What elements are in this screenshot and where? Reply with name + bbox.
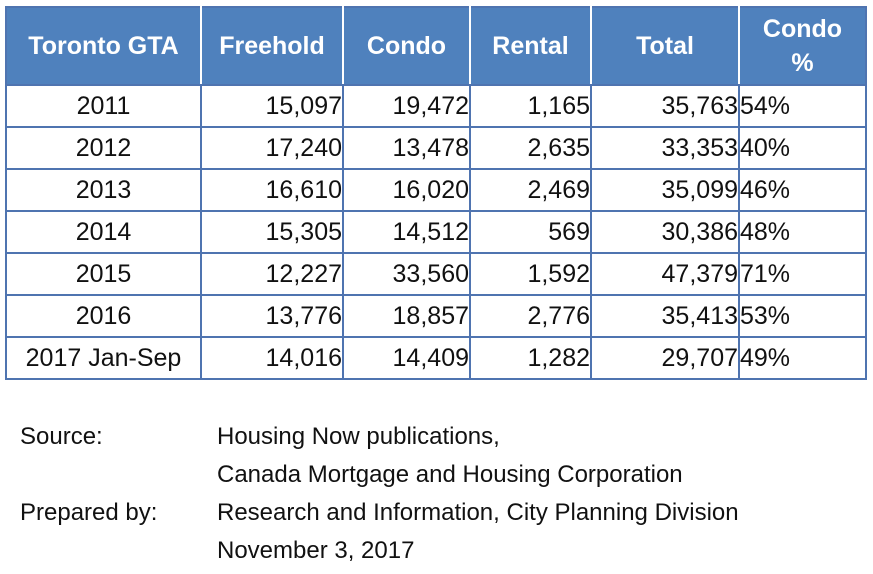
condo-percent-cell: 53% xyxy=(738,294,867,338)
condo-percent-cell: 49% xyxy=(738,336,867,380)
year-cell: 2015 xyxy=(5,252,202,296)
year-cell: 2013 xyxy=(5,168,202,212)
condo-cell: 18,857 xyxy=(342,294,471,338)
total-cell: 35,099 xyxy=(590,168,740,212)
condo-cell: 14,409 xyxy=(342,336,471,380)
total-cell: 30,386 xyxy=(590,210,740,254)
spacer xyxy=(20,456,217,494)
prepared-label: Prepared by: xyxy=(20,499,158,526)
freehold-cell: 13,776 xyxy=(200,294,344,338)
year-cell: 2011 xyxy=(5,84,202,128)
year-cell: 2012 xyxy=(5,126,202,170)
rental-cell: 1,282 xyxy=(469,336,592,380)
total-cell: 29,707 xyxy=(590,336,740,380)
source-label: Source: xyxy=(20,423,103,450)
header-condo-percent: Condo % xyxy=(738,6,867,86)
source-note: Source: Housing Now publications, xyxy=(20,418,739,456)
rental-cell: 2,635 xyxy=(469,126,592,170)
year-cell: 2016 xyxy=(5,294,202,338)
table-row: 2012 17,240 13,478 2,635 33,353 40% xyxy=(5,126,867,170)
source-text-2: Canada Mortgage and Housing Corporation xyxy=(217,461,683,488)
freehold-cell: 15,305 xyxy=(200,210,344,254)
rental-cell: 2,469 xyxy=(469,168,592,212)
total-cell: 35,763 xyxy=(590,84,740,128)
year-cell: 2014 xyxy=(5,210,202,254)
freehold-cell: 14,016 xyxy=(200,336,344,380)
header-row: Toronto GTA Freehold Condo Rental Total … xyxy=(5,6,867,86)
table-row: 2017 Jan-Sep 14,016 14,409 1,282 29,707 49% xyxy=(5,336,867,380)
table-row: 2014 15,305 14,512 569 30,386 48% xyxy=(5,210,867,254)
table-row: 2016 13,776 18,857 2,776 35,413 53% xyxy=(5,294,867,338)
spacer xyxy=(20,532,217,570)
condo-percent-cell: 48% xyxy=(738,210,867,254)
prepared-date: November 3, 2017 xyxy=(217,537,415,564)
rental-cell: 569 xyxy=(469,210,592,254)
total-cell: 47,379 xyxy=(590,252,740,296)
source-note-cont: Canada Mortgage and Housing Corporation xyxy=(20,456,739,494)
freehold-cell: 16,610 xyxy=(200,168,344,212)
table-row: 2013 16,610 16,020 2,469 35,099 46% xyxy=(5,168,867,212)
header-rental: Rental xyxy=(469,6,592,86)
rental-cell: 1,165 xyxy=(469,84,592,128)
condo-percent-cell: 71% xyxy=(738,252,867,296)
table-row: 2011 15,097 19,472 1,165 35,763 54% xyxy=(5,84,867,128)
header-freehold: Freehold xyxy=(200,6,344,86)
source-text-1: Housing Now publications, xyxy=(217,423,500,450)
rental-cell: 1,592 xyxy=(469,252,592,296)
condo-cell: 33,560 xyxy=(342,252,471,296)
freehold-cell: 15,097 xyxy=(200,84,344,128)
condo-cell: 14,512 xyxy=(342,210,471,254)
condo-percent-cell: 54% xyxy=(738,84,867,128)
header-condo: Condo xyxy=(342,6,471,86)
freehold-cell: 12,227 xyxy=(200,252,344,296)
table-notes: Source: Housing Now publications, Canada… xyxy=(20,418,739,570)
condo-cell: 13,478 xyxy=(342,126,471,170)
header-region: Toronto GTA xyxy=(5,6,202,86)
prepared-note: Prepared by: Research and Information, C… xyxy=(20,494,739,532)
header-total: Total xyxy=(590,6,740,86)
condo-percent-cell: 46% xyxy=(738,168,867,212)
condo-percent-cell: 40% xyxy=(738,126,867,170)
total-cell: 35,413 xyxy=(590,294,740,338)
prepared-text-1: Research and Information, City Planning … xyxy=(217,499,739,526)
condo-cell: 16,020 xyxy=(342,168,471,212)
freehold-cell: 17,240 xyxy=(200,126,344,170)
condo-cell: 19,472 xyxy=(342,84,471,128)
prepared-note-cont: November 3, 2017 xyxy=(20,532,739,570)
total-cell: 33,353 xyxy=(590,126,740,170)
rental-cell: 2,776 xyxy=(469,294,592,338)
table-row: 2015 12,227 33,560 1,592 47,379 71% xyxy=(5,252,867,296)
year-cell: 2017 Jan-Sep xyxy=(5,336,202,380)
housing-completions-table: Toronto GTA Freehold Condo Rental Total … xyxy=(5,6,867,380)
